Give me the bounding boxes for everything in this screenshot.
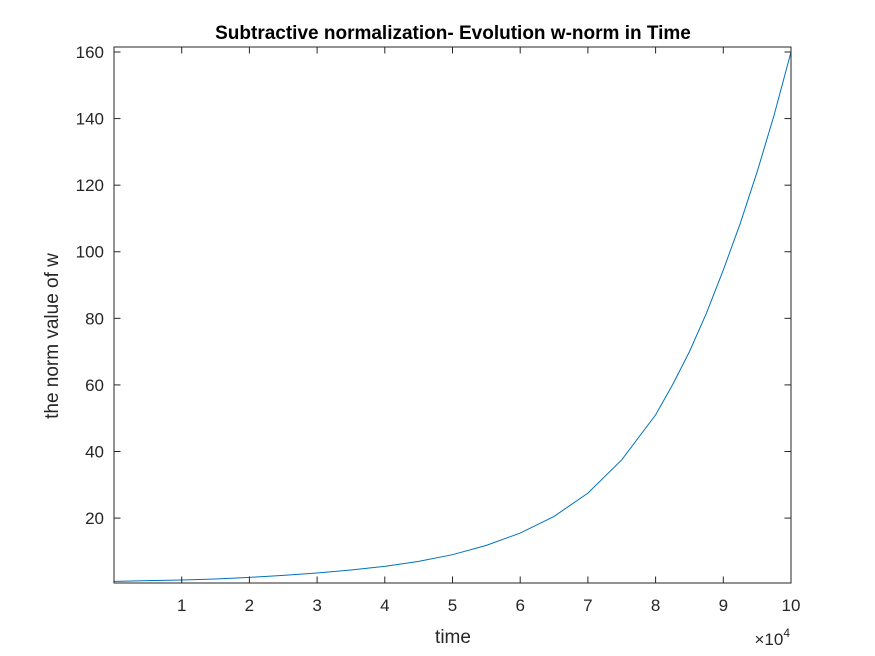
plot-area: 1 2 3 4 5 6 7 8 9 10 20 40 60 80 100 120 140 160	[76, 43, 801, 615]
plot-background	[114, 47, 791, 583]
y-tick-label: 120	[76, 176, 104, 195]
y-tick-label: 60	[85, 376, 104, 395]
x-exponent-base: ×10	[754, 630, 783, 649]
y-axis-title: the norm value of w	[42, 253, 63, 419]
x-axis-title: time	[435, 627, 471, 648]
x-tick-label: 5	[448, 596, 457, 615]
x-axis-exponent: ×104	[754, 626, 790, 649]
y-tick-label: 100	[76, 243, 104, 262]
y-tick-label: 160	[76, 43, 104, 62]
y-tick-label: 140	[76, 110, 104, 129]
y-tick-label: 40	[85, 442, 104, 461]
chart-title: Subtractive normalization- Evolution w-n…	[215, 23, 691, 44]
x-tick-label: 2	[245, 596, 254, 615]
x-tick-label: 7	[583, 596, 592, 615]
x-tick-label: 10	[782, 596, 801, 615]
y-tick-label: 80	[85, 309, 104, 328]
x-tick-label: 8	[651, 596, 660, 615]
x-tick-label: 4	[380, 596, 389, 615]
x-tick-label: 9	[719, 596, 728, 615]
x-tick-label: 3	[312, 596, 321, 615]
x-exponent-power: 4	[783, 626, 790, 640]
x-tick-label: 1	[177, 596, 186, 615]
x-tick-label: 6	[515, 596, 524, 615]
y-tick-label: 20	[85, 509, 104, 528]
axes-box	[113, 46, 792, 584]
